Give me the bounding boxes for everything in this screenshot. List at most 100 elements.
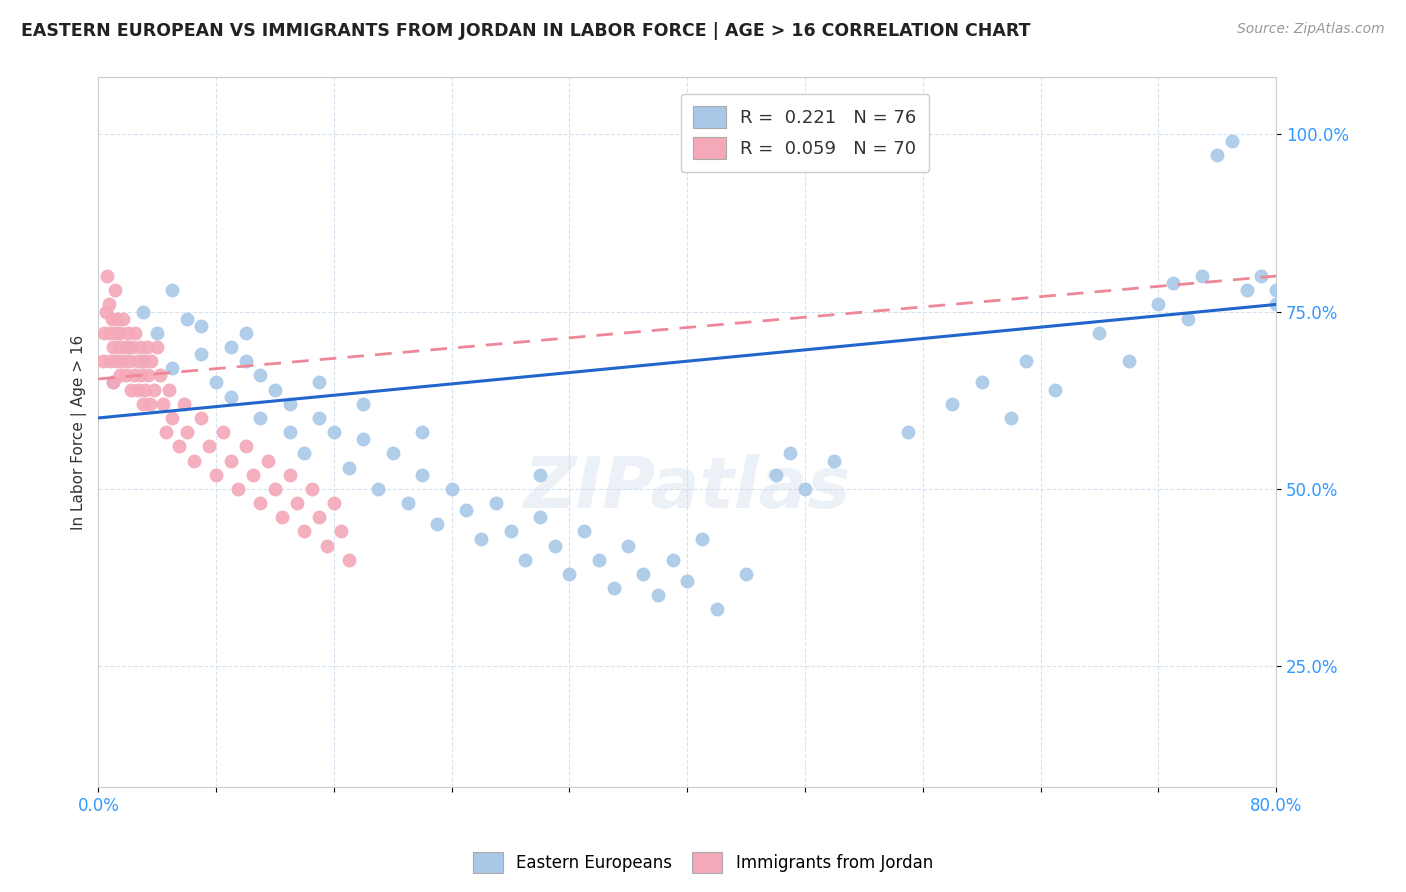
Point <box>176 425 198 439</box>
Text: Source: ZipAtlas.com: Source: ZipAtlas.com <box>1237 22 1385 37</box>
Point <box>105 354 128 368</box>
Point <box>256 453 278 467</box>
Point <box>110 368 132 383</box>
Point <box>706 602 728 616</box>
Point <box>485 496 508 510</box>
Point <box>110 326 132 340</box>
Point <box>226 482 249 496</box>
Point <box>322 425 344 439</box>
Point <box>308 376 330 390</box>
Point <box>101 340 124 354</box>
Point <box>588 553 610 567</box>
Point <box>617 539 640 553</box>
Point <box>160 411 183 425</box>
Point <box>117 326 139 340</box>
Point <box>108 340 131 354</box>
Point <box>602 581 624 595</box>
Point <box>1015 354 1038 368</box>
Point <box>285 496 308 510</box>
Point <box>330 524 353 539</box>
Point <box>118 354 141 368</box>
Point <box>157 383 180 397</box>
Point <box>337 460 360 475</box>
Text: EASTERN EUROPEAN VS IMMIGRANTS FROM JORDAN IN LABOR FORCE | AGE > 16 CORRELATION: EASTERN EUROPEAN VS IMMIGRANTS FROM JORD… <box>21 22 1031 40</box>
Point <box>112 311 135 326</box>
Point <box>125 354 148 368</box>
Point <box>779 446 801 460</box>
Point <box>411 425 433 439</box>
Point <box>114 340 136 354</box>
Point <box>315 539 337 553</box>
Point <box>128 340 150 354</box>
Point <box>129 368 152 383</box>
Point <box>190 411 212 425</box>
Point <box>176 311 198 326</box>
Point <box>823 453 845 467</box>
Point <box>1177 311 1199 326</box>
Point <box>219 390 242 404</box>
Point <box>426 517 449 532</box>
Point <box>941 397 963 411</box>
Point <box>647 588 669 602</box>
Point <box>120 383 142 397</box>
Point <box>572 524 595 539</box>
Point <box>219 340 242 354</box>
Point <box>544 539 567 553</box>
Point <box>278 397 301 411</box>
Point <box>308 510 330 524</box>
Point <box>143 383 166 397</box>
Point <box>169 439 191 453</box>
Point <box>98 326 121 340</box>
Point <box>765 467 787 482</box>
Point <box>173 397 195 411</box>
Point <box>107 311 129 326</box>
Text: ZIPatlas: ZIPatlas <box>523 454 851 524</box>
Point <box>271 510 294 524</box>
Point <box>235 439 257 453</box>
Point <box>124 326 146 340</box>
Point <box>101 376 124 390</box>
Point <box>1206 148 1229 162</box>
Point <box>1161 276 1184 290</box>
Point <box>134 383 156 397</box>
Point <box>411 467 433 482</box>
Point <box>631 567 654 582</box>
Point <box>381 446 404 460</box>
Point <box>249 411 271 425</box>
Point <box>499 524 522 539</box>
Point <box>676 574 699 588</box>
Point <box>160 361 183 376</box>
Point <box>794 482 817 496</box>
Point <box>131 397 153 411</box>
Point <box>100 311 122 326</box>
Point <box>152 397 174 411</box>
Point <box>132 354 155 368</box>
Point <box>558 567 581 582</box>
Point <box>91 354 114 368</box>
Point <box>249 496 271 510</box>
Point <box>115 368 138 383</box>
Point <box>93 326 115 340</box>
Point <box>456 503 478 517</box>
Legend: R =  0.221   N = 76, R =  0.059   N = 70: R = 0.221 N = 76, R = 0.059 N = 70 <box>681 94 929 172</box>
Point <box>1236 283 1258 297</box>
Point <box>131 304 153 318</box>
Point <box>111 354 134 368</box>
Point <box>183 453 205 467</box>
Point <box>146 326 169 340</box>
Point <box>138 368 160 383</box>
Point <box>136 340 159 354</box>
Point <box>242 467 264 482</box>
Point <box>661 553 683 567</box>
Point <box>190 318 212 333</box>
Point <box>1191 268 1213 283</box>
Point <box>440 482 463 496</box>
Point <box>205 467 228 482</box>
Y-axis label: In Labor Force | Age > 16: In Labor Force | Age > 16 <box>72 334 87 530</box>
Point <box>98 354 121 368</box>
Point <box>190 347 212 361</box>
Point <box>131 354 153 368</box>
Point <box>149 368 172 383</box>
Point <box>1265 283 1288 297</box>
Point <box>1220 134 1243 148</box>
